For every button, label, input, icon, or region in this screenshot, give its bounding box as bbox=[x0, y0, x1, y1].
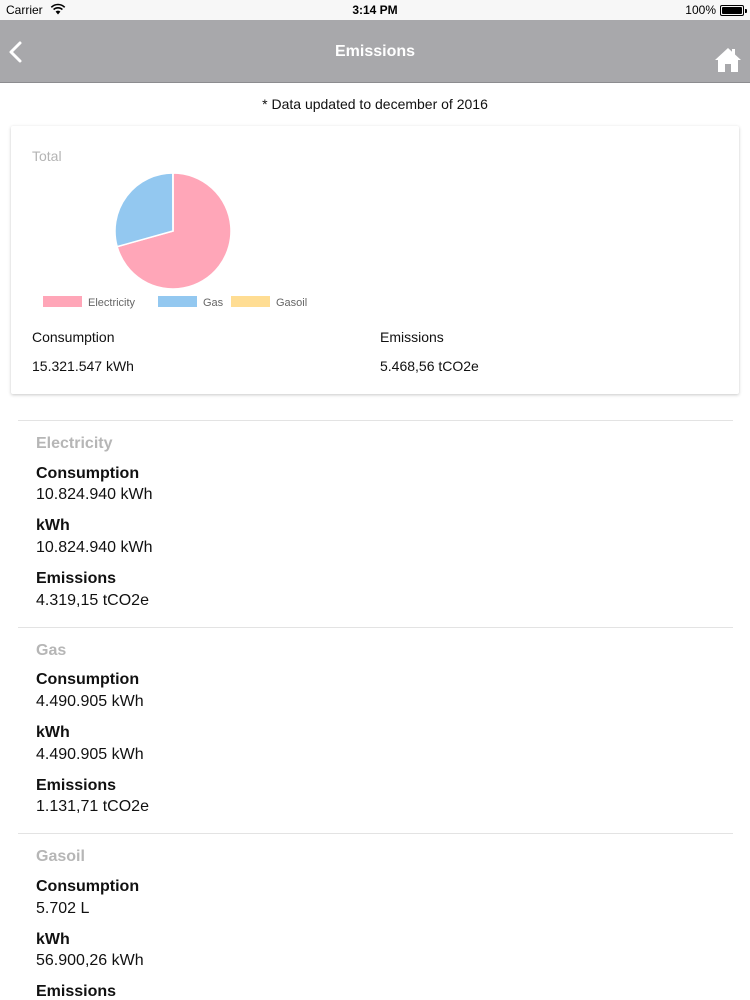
kwh-value: 10.824.940 kWh bbox=[36, 539, 153, 556]
legend-label: Gas bbox=[203, 297, 224, 309]
legend-item-gas: Gas bbox=[158, 296, 223, 309]
battery-icon bbox=[720, 5, 747, 16]
kwh-label: kWh bbox=[36, 517, 70, 534]
total-consumption-value: 15.321.547 kWh bbox=[32, 358, 134, 374]
emissions-label: Emissions bbox=[36, 777, 117, 794]
navigation-bar: Emissions bbox=[0, 20, 750, 83]
section-title: Gas bbox=[36, 642, 67, 659]
kwh-label: kWh bbox=[36, 724, 70, 741]
data-updated-note: * Data updated to december of 2016 bbox=[262, 96, 488, 112]
emissions-label: Emissions bbox=[36, 570, 117, 587]
total-consumption-label: Consumption bbox=[32, 329, 115, 345]
legend-label: Gasoil bbox=[276, 297, 308, 309]
electricity-section: Electricity Consumption 10.824.940 kWh k… bbox=[18, 420, 733, 627]
legend-label: Electricity bbox=[88, 297, 136, 309]
emissions-value: 4.319,15 tCO2e bbox=[36, 592, 149, 609]
legend-swatch bbox=[231, 296, 270, 307]
gasoil-section: Gasoil Consumption 5.702 L kWh 56.900,26… bbox=[18, 833, 733, 1000]
consumption-label: Consumption bbox=[36, 465, 140, 482]
consumption-label: Consumption bbox=[36, 878, 140, 895]
legend-item-electricity: Electricity bbox=[43, 296, 135, 309]
section-title: Electricity bbox=[36, 435, 113, 452]
section-title: Gasoil bbox=[36, 848, 85, 865]
gas-section: Gas Consumption 4.490.905 kWh kWh 4.490.… bbox=[18, 627, 733, 833]
summary-card: Total Electricity Gas Gasoil Consumption 1… bbox=[11, 126, 739, 394]
consumption-value: 10.824.940 kWh bbox=[36, 486, 153, 503]
consumption-label: Consumption bbox=[36, 671, 140, 688]
home-icon[interactable] bbox=[714, 46, 742, 74]
total-emissions-label: Emissions bbox=[380, 329, 444, 345]
kwh-value: 56.900,26 kWh bbox=[36, 952, 144, 969]
kwh-label: kWh bbox=[36, 931, 70, 948]
total-emissions-value: 5.468,56 tCO2e bbox=[380, 358, 479, 374]
pie-slice-gas bbox=[114, 172, 174, 248]
wifi-icon bbox=[50, 3, 66, 18]
pie-slice-electricity bbox=[116, 172, 232, 290]
chevron-left-icon[interactable] bbox=[4, 39, 30, 65]
page-title: Emissions bbox=[334, 43, 416, 60]
status-bar: Carrier 3:14 PM 100% bbox=[0, 0, 750, 20]
pie-chart bbox=[114, 172, 232, 290]
legend-swatch bbox=[43, 296, 82, 307]
chart-title: Total bbox=[32, 148, 62, 164]
consumption-value: 4.490.905 kWh bbox=[36, 693, 144, 710]
carrier-label: Carrier bbox=[6, 3, 43, 17]
legend-item-gasoil: Gasoil bbox=[231, 296, 307, 309]
legend-swatch bbox=[158, 296, 197, 307]
battery-percentage: 100% bbox=[685, 3, 716, 17]
emissions-label: Emissions bbox=[36, 983, 117, 1000]
clock: 3:14 PM bbox=[352, 3, 398, 17]
emissions-value: 1.131,71 tCO2e bbox=[36, 798, 149, 815]
kwh-value: 4.490.905 kWh bbox=[36, 746, 144, 763]
consumption-value: 5.702 L bbox=[36, 900, 90, 917]
